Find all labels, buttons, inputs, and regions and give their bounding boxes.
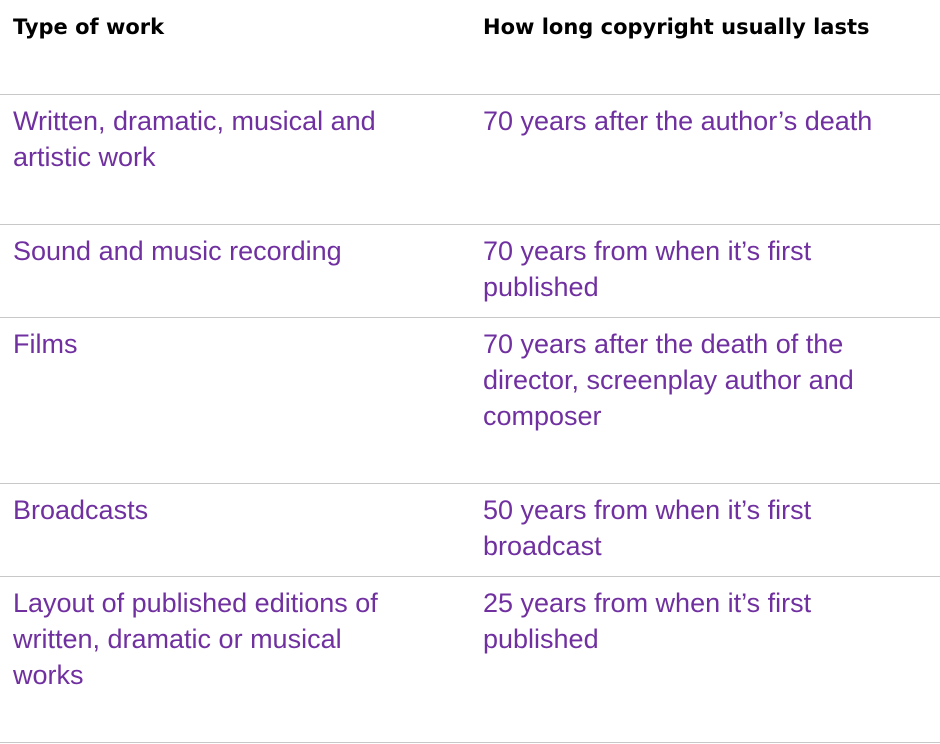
duration-cell: 50 years from when it’s first broadcast (483, 495, 812, 561)
type-of-work-cell: Layout of published editions of written,… (13, 588, 378, 690)
table-header-row: Type of work How long copyright usually … (0, 0, 940, 94)
column-header-type-of-work: Type of work (13, 15, 165, 39)
type-of-work-cell: Broadcasts (13, 495, 149, 525)
type-of-work-cell: Sound and music recording (13, 236, 342, 266)
type-of-work-cell: Films (13, 329, 78, 359)
table-row: Layout of published editions of written,… (0, 576, 940, 742)
table-row: Films 70 years after the death of the di… (0, 317, 940, 483)
table-row: Broadcasts 50 years from when it’s first… (0, 483, 940, 576)
duration-cell: 70 years from when it’s first published (483, 236, 812, 302)
column-header-duration: How long copyright usually lasts (483, 15, 870, 39)
duration-cell: 70 years after the death of the director… (483, 329, 854, 431)
table-row: Written, dramatic, musical and artistic … (0, 94, 940, 224)
duration-cell: 70 years after the author’s death (483, 106, 873, 136)
table-row: Sound and music recording 70 years from … (0, 224, 940, 317)
table-bottom-rule (0, 742, 940, 743)
duration-cell: 25 years from when it’s first published (483, 588, 812, 654)
type-of-work-cell: Written, dramatic, musical and artistic … (13, 106, 376, 172)
